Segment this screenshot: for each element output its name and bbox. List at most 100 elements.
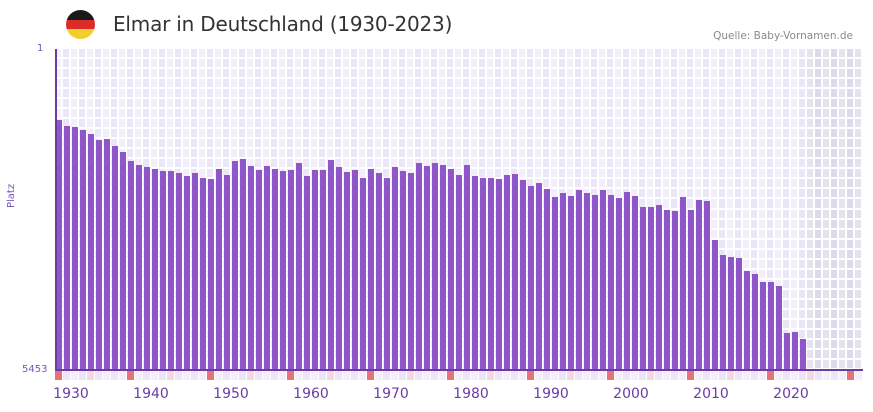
- bar-2008[interactable]: [680, 197, 686, 370]
- bar-1963[interactable]: [320, 170, 326, 370]
- bar-2013[interactable]: [720, 255, 726, 370]
- bar-1937[interactable]: [112, 146, 118, 370]
- bar-2015[interactable]: [736, 258, 742, 370]
- bar-1943[interactable]: [160, 171, 166, 370]
- bar-1958[interactable]: [280, 171, 286, 370]
- bar-1990[interactable]: [536, 183, 542, 370]
- bar-1988[interactable]: [520, 180, 526, 370]
- bar-1986[interactable]: [504, 175, 510, 370]
- bar-1971[interactable]: [384, 178, 390, 370]
- bar-2001[interactable]: [624, 192, 630, 370]
- bar-1934[interactable]: [88, 134, 94, 370]
- bar-2007[interactable]: [672, 211, 678, 370]
- bar-1991[interactable]: [544, 189, 550, 370]
- bar-1987[interactable]: [512, 174, 518, 370]
- bar-1964[interactable]: [328, 160, 334, 370]
- bar-1950[interactable]: [216, 169, 222, 370]
- bar-1970[interactable]: [376, 173, 382, 370]
- bar-1941[interactable]: [144, 167, 150, 370]
- bar-1949[interactable]: [208, 179, 214, 370]
- bar-2000[interactable]: [616, 198, 622, 370]
- bar-2016[interactable]: [744, 271, 750, 370]
- bar-1948[interactable]: [200, 178, 206, 370]
- bar-2006[interactable]: [664, 210, 670, 370]
- source-link[interactable]: Quelle: Baby-Vornamen.de: [713, 30, 853, 42]
- bar-1996[interactable]: [584, 193, 590, 370]
- bar-1989[interactable]: [528, 186, 534, 370]
- bar-1962[interactable]: [312, 170, 318, 370]
- bar-2009[interactable]: [688, 210, 694, 370]
- bar-1966[interactable]: [344, 172, 350, 370]
- bar-1981[interactable]: [464, 165, 470, 370]
- bar-1967[interactable]: [352, 170, 358, 370]
- bar-1961[interactable]: [304, 176, 310, 370]
- bar-1965[interactable]: [336, 167, 342, 370]
- bar-2011[interactable]: [704, 201, 710, 370]
- bar-1979[interactable]: [448, 169, 454, 370]
- bar-1959[interactable]: [288, 170, 294, 370]
- bar-2014[interactable]: [728, 257, 734, 370]
- bar-1947[interactable]: [192, 173, 198, 370]
- grid-cell: [671, 49, 677, 58]
- bar-1954[interactable]: [248, 166, 254, 370]
- bar-1960[interactable]: [296, 163, 302, 370]
- bar-1999[interactable]: [608, 195, 614, 370]
- bar-2019[interactable]: [768, 282, 774, 370]
- grid-cell: [807, 269, 813, 278]
- bar-1997[interactable]: [592, 195, 598, 370]
- bar-1946[interactable]: [184, 176, 190, 370]
- bar-1957[interactable]: [272, 169, 278, 370]
- bar-1974[interactable]: [408, 173, 414, 370]
- grid-cell: [399, 59, 405, 68]
- bar-1938[interactable]: [120, 152, 126, 370]
- bar-1953[interactable]: [240, 159, 246, 370]
- bar-1977[interactable]: [432, 163, 438, 370]
- bar-2002[interactable]: [632, 196, 638, 370]
- bar-1940[interactable]: [136, 165, 142, 370]
- bar-1969[interactable]: [368, 169, 374, 370]
- bar-2022[interactable]: [792, 332, 798, 370]
- bar-1976[interactable]: [424, 166, 430, 370]
- bar-2023[interactable]: [800, 339, 806, 370]
- bar-2012[interactable]: [712, 240, 718, 370]
- bar-1936[interactable]: [104, 139, 110, 370]
- bar-2018[interactable]: [760, 282, 766, 370]
- bar-1935[interactable]: [96, 140, 102, 370]
- bar-1998[interactable]: [600, 190, 606, 370]
- bar-2005[interactable]: [656, 205, 662, 370]
- bar-1930[interactable]: [56, 120, 62, 370]
- bar-1955[interactable]: [256, 170, 262, 370]
- bar-1982[interactable]: [472, 176, 478, 370]
- bar-2010[interactable]: [696, 200, 702, 370]
- bar-2003[interactable]: [640, 207, 646, 370]
- bar-1968[interactable]: [360, 178, 366, 370]
- bar-1942[interactable]: [152, 169, 158, 370]
- bar-2020[interactable]: [776, 286, 782, 370]
- bar-1985[interactable]: [496, 179, 502, 370]
- bar-1978[interactable]: [440, 165, 446, 370]
- bar-1984[interactable]: [488, 178, 494, 370]
- bar-2004[interactable]: [648, 207, 654, 370]
- grid-cell: [207, 89, 213, 98]
- bar-1975[interactable]: [416, 163, 422, 370]
- bar-1980[interactable]: [456, 175, 462, 370]
- bar-1992[interactable]: [552, 197, 558, 370]
- bar-2021[interactable]: [784, 333, 790, 370]
- bar-1932[interactable]: [72, 127, 78, 370]
- bar-1973[interactable]: [400, 171, 406, 370]
- bar-1931[interactable]: [64, 126, 70, 370]
- bar-1994[interactable]: [568, 196, 574, 370]
- bar-1993[interactable]: [560, 193, 566, 370]
- bar-2017[interactable]: [752, 274, 758, 370]
- bar-1952[interactable]: [232, 161, 238, 370]
- bar-1972[interactable]: [392, 167, 398, 370]
- bar-1995[interactable]: [576, 190, 582, 370]
- bar-1951[interactable]: [224, 175, 230, 370]
- strip-cell: [759, 371, 766, 380]
- bar-1939[interactable]: [128, 161, 134, 370]
- bar-1983[interactable]: [480, 178, 486, 370]
- bar-1933[interactable]: [80, 130, 86, 370]
- bar-1945[interactable]: [176, 173, 182, 370]
- bar-1956[interactable]: [264, 166, 270, 370]
- bar-1944[interactable]: [168, 171, 174, 370]
